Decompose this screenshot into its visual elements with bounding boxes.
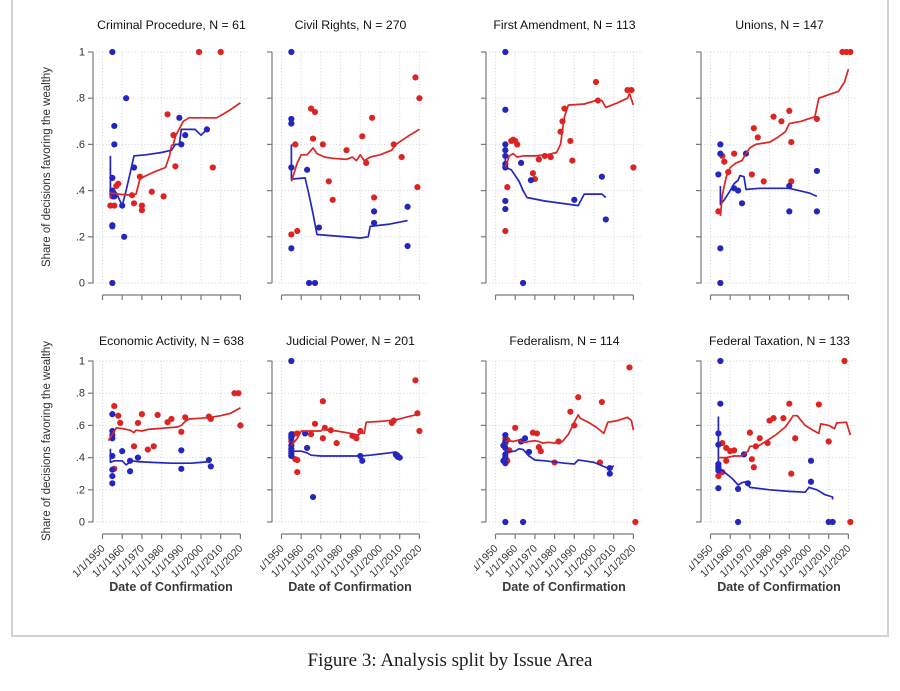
y-tick-label: .2 bbox=[76, 231, 85, 243]
blue-trend-line bbox=[719, 174, 818, 206]
y-tick-label: 0 bbox=[79, 278, 85, 290]
axes bbox=[481, 51, 634, 300]
x-axis-title: Date of Confirmation bbox=[109, 580, 233, 594]
panel-title: Unions, N = 147 bbox=[735, 18, 824, 32]
red-trend-line bbox=[505, 414, 635, 444]
blue-scatter bbox=[500, 431, 613, 526]
chart-criminal-procedure: 0 .2 .4 .6 .8 1 Criminal Procedure, N = 61 bbox=[76, 18, 250, 300]
panel-title: Economic Activity, N = 638 bbox=[99, 334, 244, 348]
blue-trend-line bbox=[290, 438, 401, 457]
red-scatter bbox=[715, 357, 854, 526]
y-axis-label-row1: Share of decisions favoring the wealthy bbox=[41, 66, 53, 268]
y-tick-label: .4 bbox=[76, 452, 85, 464]
red-scatter bbox=[288, 377, 423, 476]
chart-economic-activity: 0.2.4.6.811/1/19501/1/19601/1/19701/1/19… bbox=[70, 334, 250, 581]
red-scatter bbox=[111, 390, 244, 472]
y-tick-label: 0 bbox=[79, 517, 85, 529]
red-trend-line bbox=[107, 406, 241, 442]
red-scatter bbox=[288, 74, 423, 238]
axes bbox=[696, 51, 849, 300]
blue-scatter bbox=[288, 357, 403, 501]
blue-trend-line bbox=[717, 416, 834, 500]
chart-federal-taxation: 1/1/19501/1/19601/1/19701/1/19801/1/1990… bbox=[689, 334, 858, 580]
chart-judicial-power: 1/1/19501/1/19601/1/19701/1/19801/1/1990… bbox=[260, 334, 429, 580]
chart-unions: Unions, N = 147 bbox=[696, 18, 858, 300]
gridlines bbox=[93, 360, 250, 523]
y-tick-label: .8 bbox=[76, 93, 85, 105]
red-trend-line bbox=[719, 69, 850, 217]
blue-scatter bbox=[715, 141, 820, 287]
figure-box: Share of decisions favoring the wealthy … bbox=[11, 0, 889, 637]
gridlines bbox=[701, 51, 858, 284]
y-tick-label: .4 bbox=[76, 185, 85, 197]
chart-federalism: 1/1/19501/1/19601/1/19701/1/19801/1/1990… bbox=[474, 334, 643, 580]
axes: 0 .2 .4 .6 .8 1 bbox=[76, 47, 241, 300]
red-scatter bbox=[502, 364, 639, 526]
chart-civil-rights: Civil Rights, N = 270 bbox=[267, 18, 429, 300]
blue-trend-line bbox=[504, 144, 607, 207]
y-tick-label: .2 bbox=[76, 484, 85, 496]
red-trend-line bbox=[290, 128, 420, 182]
panel-title: Civil Rights, N = 270 bbox=[295, 18, 407, 32]
blue-trend-line bbox=[290, 144, 408, 239]
red-trend-line bbox=[504, 92, 635, 168]
blue-scatter bbox=[288, 48, 411, 287]
red-scatter bbox=[502, 78, 637, 235]
y-tick-label: .6 bbox=[76, 420, 85, 432]
figure-caption: Figure 3: Analysis split by Issue Area bbox=[307, 650, 593, 671]
y-tick-label: 1 bbox=[79, 356, 85, 368]
y-tick-label: 1 bbox=[79, 47, 85, 59]
red-trend-line bbox=[290, 410, 421, 447]
y-tick-label: .8 bbox=[76, 388, 85, 400]
red-trend-line bbox=[110, 102, 241, 197]
blue-scatter bbox=[715, 357, 836, 526]
panel-title: First Amendment, N = 113 bbox=[493, 18, 635, 32]
x-axis-title: Date of Confirmation bbox=[502, 580, 626, 594]
x-axis-title: Date of Confirmation bbox=[288, 580, 412, 594]
axes: 0.2.4.6.811/1/19501/1/19601/1/19701/1/19… bbox=[70, 356, 245, 581]
x-axis-title: Date of Confirmation bbox=[717, 580, 841, 594]
red-trend-line bbox=[718, 414, 852, 459]
chart-first-amendment: First Amendment, N = 113 bbox=[481, 18, 643, 300]
panel-title: Judicial Power, N = 201 bbox=[286, 334, 415, 348]
panel-title: Criminal Procedure, N = 61 bbox=[97, 18, 246, 32]
panel-title: Federal Taxation, N = 133 bbox=[709, 334, 850, 348]
panel-title: Federalism, N = 114 bbox=[509, 334, 619, 348]
blue-trend-line bbox=[109, 448, 209, 466]
blue-scatter bbox=[109, 48, 211, 287]
gridlines bbox=[93, 51, 250, 284]
blue-trend-line bbox=[504, 447, 615, 470]
blue-scatter bbox=[502, 48, 609, 287]
gridlines bbox=[486, 51, 643, 284]
axes bbox=[267, 51, 420, 300]
blue-trend-line bbox=[109, 128, 208, 207]
y-tick-label: .6 bbox=[76, 139, 85, 151]
y-axis-label-row2: Share of decisions favoring the wealthy bbox=[41, 340, 53, 542]
